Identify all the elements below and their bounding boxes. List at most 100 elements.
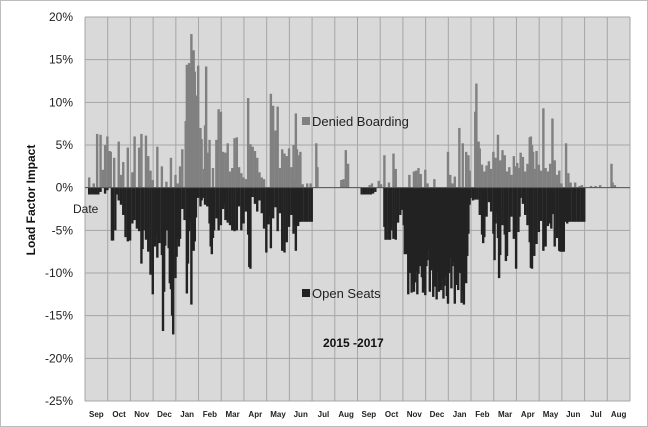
bar-denied-boarding <box>521 156 525 188</box>
bar-open-seats <box>103 187 107 194</box>
bar-open-seats <box>369 187 372 195</box>
bar-denied-boarding <box>292 145 295 188</box>
bar-open-seats <box>212 187 216 231</box>
x-tick-label: Aug <box>338 410 354 419</box>
bar-open-seats <box>571 187 575 222</box>
bar-denied-boarding <box>598 185 602 188</box>
x-tick-label: Aug <box>611 410 627 419</box>
bar-open-seats <box>578 187 581 222</box>
bar-denied-boarding <box>256 157 259 188</box>
bar-open-seats <box>518 187 521 217</box>
bar-denied-boarding <box>88 177 91 188</box>
bar-open-seats <box>262 187 266 229</box>
bar-denied-boarding <box>262 179 266 188</box>
bar-open-seats <box>128 187 132 241</box>
y-tick-label: 5% <box>56 138 74 152</box>
x-tick-label: May <box>270 410 286 419</box>
bar-denied-boarding <box>228 171 232 188</box>
bar-denied-boarding <box>221 151 225 188</box>
x-tick-label: Apr <box>521 410 535 419</box>
bar-open-seats <box>469 187 472 198</box>
x-tick-label: Sep <box>362 410 377 419</box>
bar-open-seats <box>99 187 102 192</box>
bar-denied-boarding <box>211 168 215 188</box>
bar-denied-boarding <box>524 171 527 188</box>
bar-open-seats <box>158 187 161 244</box>
x-tick-label: Jun <box>566 410 580 419</box>
bar-open-seats <box>526 187 529 226</box>
legend-label-denied-boarding: Denied Boarding <box>312 114 409 129</box>
bar-open-seats <box>149 187 152 275</box>
bar-denied-boarding <box>299 151 302 188</box>
bar-denied-boarding <box>426 183 429 188</box>
bar-open-seats <box>567 187 570 222</box>
bar-open-seats <box>544 187 547 247</box>
bars-group <box>88 34 617 335</box>
bar-denied-boarding <box>461 143 464 188</box>
bar-denied-boarding <box>92 183 95 188</box>
bar-open-seats <box>124 187 127 238</box>
bar-denied-boarding <box>274 130 277 188</box>
bar-open-seats <box>365 187 368 195</box>
bar-denied-boarding <box>533 168 536 188</box>
bar-denied-boarding <box>569 182 572 188</box>
bar-denied-boarding <box>131 172 134 188</box>
bar-denied-boarding <box>109 151 112 188</box>
bar-open-seats <box>374 187 377 192</box>
bar-open-seats <box>88 187 91 195</box>
bar-open-seats <box>514 187 518 269</box>
bar-open-seats <box>276 187 279 232</box>
bar-denied-boarding <box>95 133 99 188</box>
x-tick-label: May <box>543 410 559 419</box>
bar-open-seats <box>281 187 284 251</box>
bar-open-seats <box>217 187 220 231</box>
bar-denied-boarding <box>231 168 234 188</box>
y-tick-label: -10% <box>45 266 73 280</box>
x-tick-label: Jan <box>453 410 467 419</box>
y-tick-label: -15% <box>45 309 73 323</box>
bar-open-seats <box>573 187 577 222</box>
bar-denied-boarding <box>301 184 304 188</box>
bar-open-seats <box>301 187 304 222</box>
bar-denied-boarding <box>499 160 502 188</box>
x-tick-label: Jan <box>180 410 194 419</box>
bar-denied-boarding <box>126 147 130 188</box>
bar-open-seats <box>126 187 130 242</box>
bar-denied-boarding <box>249 144 252 188</box>
bar-open-seats <box>231 187 234 231</box>
bar-denied-boarding <box>489 168 493 188</box>
bar-open-seats <box>394 187 397 240</box>
bar-denied-boarding <box>226 143 229 188</box>
bar-open-seats <box>137 187 141 232</box>
bar-denied-boarding <box>235 137 239 188</box>
bar-denied-boarding <box>539 170 543 188</box>
bar-open-seats <box>542 187 545 251</box>
bar-open-seats <box>510 187 513 217</box>
bar-open-seats <box>147 187 150 252</box>
bar-open-seats <box>251 187 254 198</box>
bar-denied-boarding <box>176 183 179 188</box>
bar-open-seats <box>362 187 366 195</box>
bar-denied-boarding <box>165 181 168 188</box>
bar-open-seats <box>519 187 522 198</box>
bar-open-seats <box>203 187 207 205</box>
bar-open-seats <box>392 187 395 239</box>
bar-denied-boarding <box>377 180 380 188</box>
bar-open-seats <box>142 187 145 231</box>
bar-open-seats <box>390 187 393 231</box>
bar-denied-boarding <box>251 146 254 188</box>
bar-denied-boarding <box>181 149 184 188</box>
bar-open-seats <box>308 187 311 222</box>
bar-open-seats <box>274 187 277 208</box>
bar-denied-boarding <box>346 163 350 188</box>
bar-open-seats <box>546 187 550 227</box>
bar-open-seats <box>399 187 402 215</box>
y-tick-label: 0% <box>56 181 74 195</box>
bar-open-seats <box>521 187 525 204</box>
bar-open-seats <box>310 187 313 222</box>
bar-denied-boarding <box>287 148 291 188</box>
bar-open-seats <box>92 187 95 195</box>
bar-denied-boarding <box>453 176 457 188</box>
